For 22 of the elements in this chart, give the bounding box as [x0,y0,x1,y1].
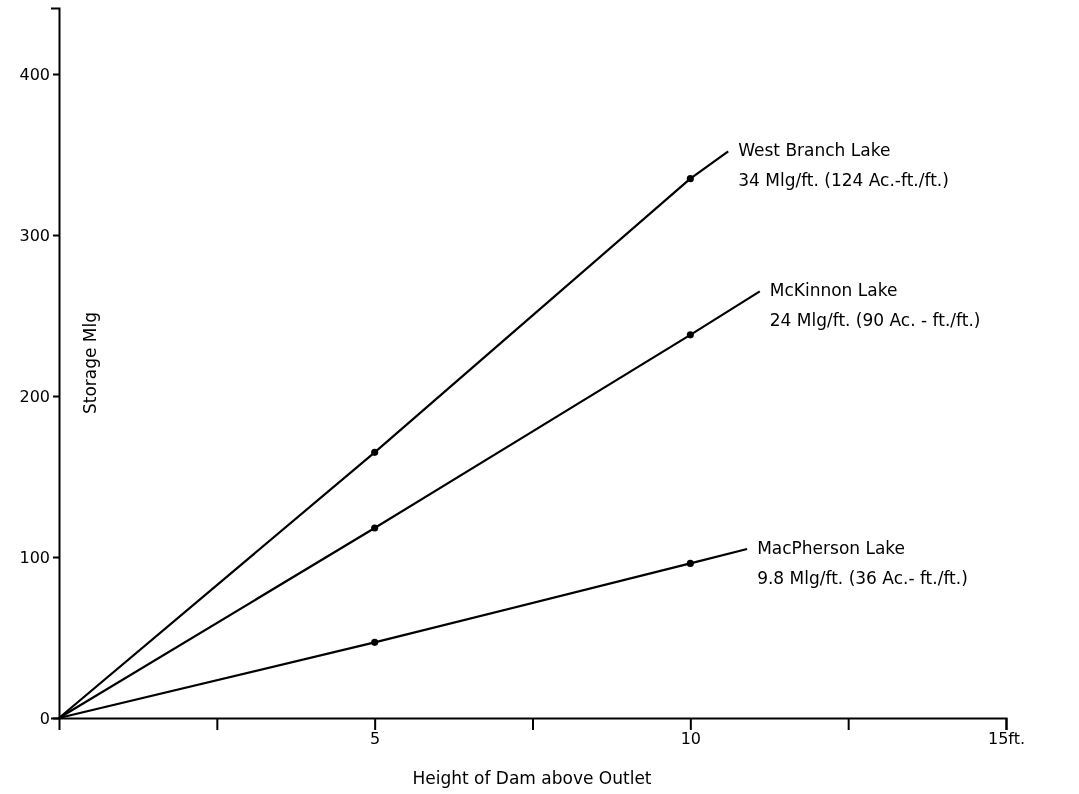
point [686,559,694,567]
y-tick-label: 100 [19,547,50,567]
point [371,524,379,532]
y-tick-label: 400 [19,64,50,84]
annotation: 9.8 Mlg/ft. (36 Ac.- ft./ft.) [757,567,968,588]
series-label: West Branch Lake [738,140,891,161]
y-tick-label: 0 [39,708,50,728]
x-axis-title: Height of Dam above Outlet [412,768,652,788]
point [686,175,694,183]
y-tick-label: 200 [19,386,50,406]
annotation: 24 Mlg/ft. (90 Ac. - ft./ft.) [769,310,981,331]
point [371,638,379,646]
annotation: 34 Mlg/ft. (124 Ac.-ft./ft.) [738,170,949,191]
x-tick-label: 15ft. [987,729,1026,749]
point [686,331,694,339]
series-label: MacPherson Lake [757,537,906,558]
y-axis-title: Storage Mlg [80,311,100,415]
x-tick-label: 10 [680,729,702,749]
y-tick-label: 300 [19,225,50,245]
x-tick-label: 5 [370,729,381,749]
point [371,448,379,456]
series-label: McKinnon Lake [769,280,898,301]
